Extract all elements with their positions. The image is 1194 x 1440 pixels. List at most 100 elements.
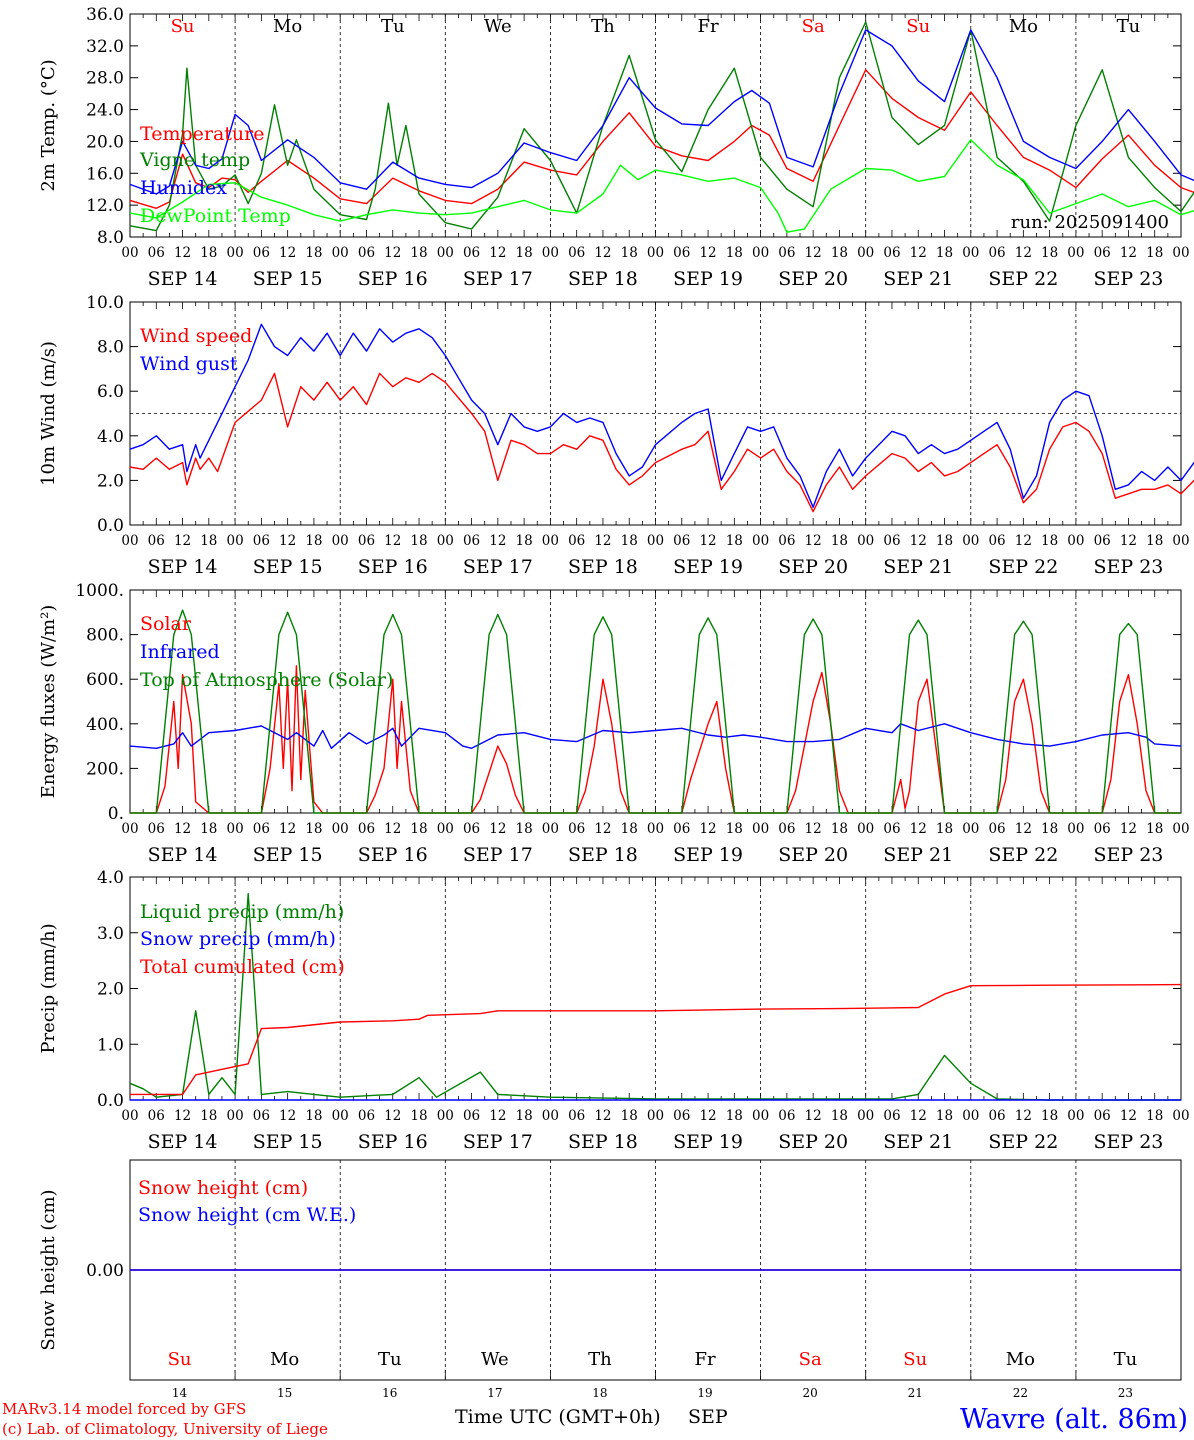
hour-label: 18 (831, 1108, 848, 1124)
hour-label: 00 (962, 821, 979, 837)
legend-entry: Solar (140, 613, 192, 635)
hour-label: 18 (305, 821, 322, 837)
hour-label: 18 (621, 1108, 638, 1124)
weekday-label: Sa (802, 16, 825, 37)
date-label: SEP 16 (358, 1131, 428, 1153)
hour-label: 06 (253, 533, 270, 549)
y-tick-label: 4.0 (97, 427, 124, 447)
hour-label: 00 (1172, 245, 1189, 261)
lab-credit: (c) Lab. of Climatology, University of L… (2, 1420, 328, 1438)
hour-label: 12 (594, 533, 611, 549)
series-line-3 (130, 983, 1182, 1096)
hour-label: 12 (910, 245, 927, 261)
hour-label: 00 (857, 245, 874, 261)
weekday-label: Mo (1009, 16, 1038, 37)
date-label: SEP 16 (358, 844, 428, 866)
date-label: SEP 17 (463, 1131, 533, 1153)
hour-label: 00 (1067, 821, 1084, 837)
hour-label: 18 (516, 821, 533, 837)
panel-2: 0.0 2.0 4.0 6.0 8.0 10.0 10m Wind (m/s) Wind sp… (38, 293, 1194, 578)
hour-label: 12 (279, 821, 296, 837)
hour-label: 06 (463, 821, 480, 837)
hour-label: 12 (489, 533, 506, 549)
hour-label: 00 (437, 533, 454, 549)
hour-label: 06 (568, 1108, 585, 1124)
weekday-label: Su (906, 16, 930, 37)
date-label: SEP 20 (778, 556, 848, 578)
hour-label: 12 (279, 533, 296, 549)
hour-label: 00 (227, 1108, 244, 1124)
legend-entry: Snow height (cm W.E.) (138, 1204, 356, 1226)
date-label: SEP 21 (883, 556, 953, 578)
y-tick-label: 28.0 (86, 69, 124, 89)
hour-label: 06 (883, 821, 900, 837)
y-tick-label: 16.0 (86, 164, 124, 184)
date-label: SEP 23 (1094, 268, 1164, 290)
y-axis-title: 2m Temp. (°C) (38, 59, 59, 191)
hour-label: 06 (673, 821, 690, 837)
weekday-label: Mo (273, 16, 302, 37)
hour-label: 00 (437, 1108, 454, 1124)
hour-label: 18 (726, 533, 743, 549)
y-tick-label: 3.0 (97, 924, 124, 944)
hour-label: 18 (410, 1108, 427, 1124)
hour-label: 18 (200, 533, 217, 549)
day-number-label: 16 (382, 1386, 397, 1400)
date-label: SEP 17 (463, 556, 533, 578)
date-label: SEP 20 (778, 1131, 848, 1153)
hour-label: 00 (121, 533, 138, 549)
day-number-label: 23 (1118, 1386, 1133, 1400)
hour-label: 00 (1067, 533, 1084, 549)
panel-4: 0.0 1.0 2.0 3.0 4.0 Precip (mm/h) Liquid preci… (38, 868, 1190, 1153)
y-tick-label: 400. (86, 715, 124, 735)
date-label: SEP 15 (253, 1131, 323, 1153)
station-name: Wavre (alt. 86m) (960, 1404, 1188, 1435)
weekday-label: Th (591, 16, 615, 37)
hour-label: 18 (1146, 533, 1163, 549)
hour-label: 06 (568, 821, 585, 837)
plot-frame (129, 589, 1182, 814)
weekday-label: Sa (799, 1349, 822, 1370)
weekday-label: Su (171, 16, 195, 37)
hour-label: 12 (805, 1108, 822, 1124)
hour-label: 18 (1041, 821, 1058, 837)
date-label: SEP 18 (568, 844, 638, 866)
y-tick-label: 0.0 (97, 516, 124, 536)
series-line-2 (129, 21, 1194, 232)
hour-label: 12 (594, 821, 611, 837)
legend-entry: Liquid precip (mm/h) (140, 901, 344, 923)
hour-label: 12 (1015, 1108, 1032, 1124)
hour-label: 12 (489, 1108, 506, 1124)
hour-label: 06 (463, 533, 480, 549)
legend-entry: Total cumulated (cm) (140, 956, 345, 978)
hour-label: 12 (174, 1108, 191, 1124)
hour-label: 00 (121, 1108, 138, 1124)
hour-label: 00 (857, 821, 874, 837)
hour-label: 06 (148, 245, 165, 261)
date-label: SEP 14 (148, 1131, 218, 1153)
weekday-label: Mo (270, 1349, 299, 1370)
weekday-label: We (481, 1349, 509, 1370)
day-number-label: 15 (277, 1386, 292, 1400)
series-line-2 (129, 323, 1194, 508)
date-label: SEP 22 (988, 1131, 1058, 1153)
hour-label: 18 (516, 533, 533, 549)
series-line-1 (129, 893, 1181, 1101)
hour-label: 12 (174, 821, 191, 837)
hour-label: 00 (857, 1108, 874, 1124)
date-label: SEP 18 (568, 268, 638, 290)
hour-label: 12 (699, 245, 716, 261)
date-label: SEP 19 (673, 1131, 743, 1153)
legend-entry: Snow precip (mm/h) (140, 928, 336, 950)
hour-label: 00 (542, 821, 559, 837)
hour-label: 00 (542, 533, 559, 549)
hour-label: 18 (1041, 1108, 1058, 1124)
hour-label: 12 (384, 533, 401, 549)
hour-label: 12 (910, 821, 927, 837)
hour-label: 12 (805, 821, 822, 837)
hour-label: 06 (1094, 245, 1111, 261)
day-number-label: 20 (803, 1386, 818, 1400)
legend-entry: Wind speed (140, 325, 252, 347)
y-tick-label: 8.0 (97, 228, 124, 248)
hour-label: 18 (516, 245, 533, 261)
